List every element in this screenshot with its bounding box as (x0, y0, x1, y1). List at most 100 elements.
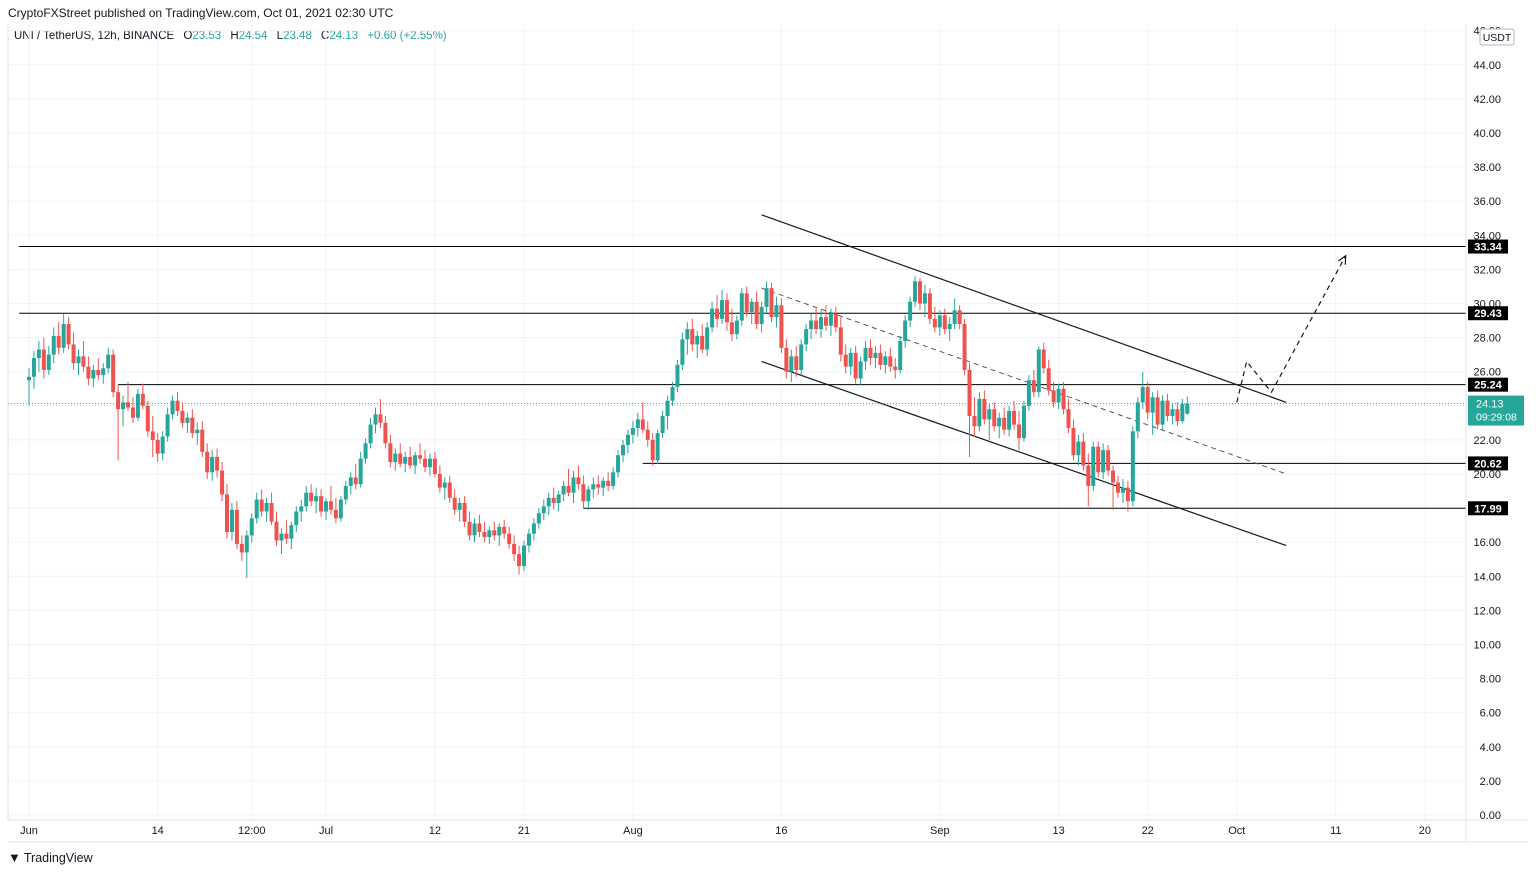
candle (675, 359, 680, 393)
candle-body (561, 485, 566, 495)
symbol-name[interactable]: UNI / TetherUS, 12h, BINANCE (14, 30, 175, 42)
candle (779, 298, 784, 353)
candle (918, 277, 922, 311)
candle (715, 294, 720, 328)
candle-body (1125, 487, 1130, 502)
candle-body (1051, 390, 1056, 403)
candle-body (621, 445, 625, 456)
candle-body (660, 416, 665, 434)
candle-body (898, 341, 903, 370)
candle-body (522, 545, 526, 567)
candle (363, 438, 368, 464)
candle-body (868, 347, 873, 359)
candle-body (601, 480, 606, 488)
candle-body (734, 320, 739, 335)
candle (942, 308, 947, 335)
candle-body (952, 310, 957, 324)
candle (551, 487, 556, 510)
candle-body (1046, 368, 1051, 391)
candle-body (908, 301, 913, 321)
candle (1116, 475, 1120, 498)
candle-body (700, 335, 705, 350)
candle (883, 351, 888, 374)
candle (1061, 381, 1066, 415)
currency-label: USDT (1483, 32, 1512, 44)
candle-body (913, 281, 918, 302)
candle-body (774, 305, 779, 318)
candle (492, 521, 497, 541)
candle (804, 323, 809, 352)
candle (289, 521, 294, 550)
candle (1031, 369, 1036, 398)
candle (101, 363, 106, 384)
candle (259, 489, 264, 517)
candle (848, 347, 853, 376)
candle (388, 434, 393, 468)
candle (769, 283, 774, 323)
candle-body (962, 323, 967, 370)
candle (997, 412, 1002, 439)
candle (685, 322, 690, 355)
low-label: L (276, 30, 284, 42)
candle (932, 306, 937, 333)
y-tick-label: 44.00 (1473, 60, 1501, 72)
candle (898, 335, 903, 374)
candle-body (234, 509, 239, 544)
candle (1046, 359, 1051, 396)
candle-body (135, 393, 140, 418)
y-tick-label: 12.00 (1473, 605, 1501, 617)
candle-body (373, 414, 378, 425)
candle (621, 439, 625, 463)
candle (51, 327, 56, 364)
high-label: H (230, 30, 239, 42)
candle-body (1116, 482, 1120, 493)
candle (1170, 404, 1175, 425)
candle (1066, 398, 1071, 434)
current-price-label: 24.13 (1476, 399, 1504, 411)
candle-body (759, 306, 764, 324)
candle-body (111, 354, 116, 393)
candle (393, 448, 398, 471)
candle (705, 322, 710, 357)
support-resistance-lines (8, 246, 1466, 509)
level-label: 25.24 (1474, 380, 1502, 392)
candle-body (304, 492, 309, 507)
candle-body (724, 300, 729, 323)
x-tick-label: Jul (319, 825, 333, 837)
candle (205, 443, 210, 480)
level-badge (1468, 377, 1508, 392)
candle-body (616, 455, 621, 473)
candle (160, 431, 165, 461)
y-tick-label: 2.00 (1480, 776, 1501, 788)
candle (328, 485, 333, 515)
candle-body (823, 317, 828, 326)
candle-body (195, 429, 200, 434)
candle-body (640, 419, 645, 430)
candle-body (507, 533, 512, 544)
tradingview-logo[interactable]: ▼ TradingView (8, 850, 93, 865)
candle-body (972, 416, 977, 427)
candle-body (1012, 410, 1017, 425)
candle (56, 322, 61, 355)
candle (333, 497, 338, 524)
candle (338, 496, 343, 522)
candle (591, 477, 596, 498)
candle-body (586, 489, 591, 502)
candle-body (819, 317, 823, 330)
level-label: 29.43 (1474, 308, 1502, 320)
candle (413, 451, 418, 474)
candle (1081, 433, 1086, 471)
x-tick-label: 22 (1142, 825, 1154, 837)
candle-body (497, 526, 502, 536)
candle (754, 291, 759, 330)
y-tick-label: 10.00 (1473, 640, 1501, 652)
candle-body (96, 369, 101, 376)
candle (596, 475, 601, 495)
candle (729, 308, 734, 342)
candle-body (556, 494, 561, 503)
candle-body (720, 300, 724, 319)
candle-body (566, 485, 571, 493)
candle (1091, 441, 1096, 492)
candle-body (368, 424, 373, 444)
